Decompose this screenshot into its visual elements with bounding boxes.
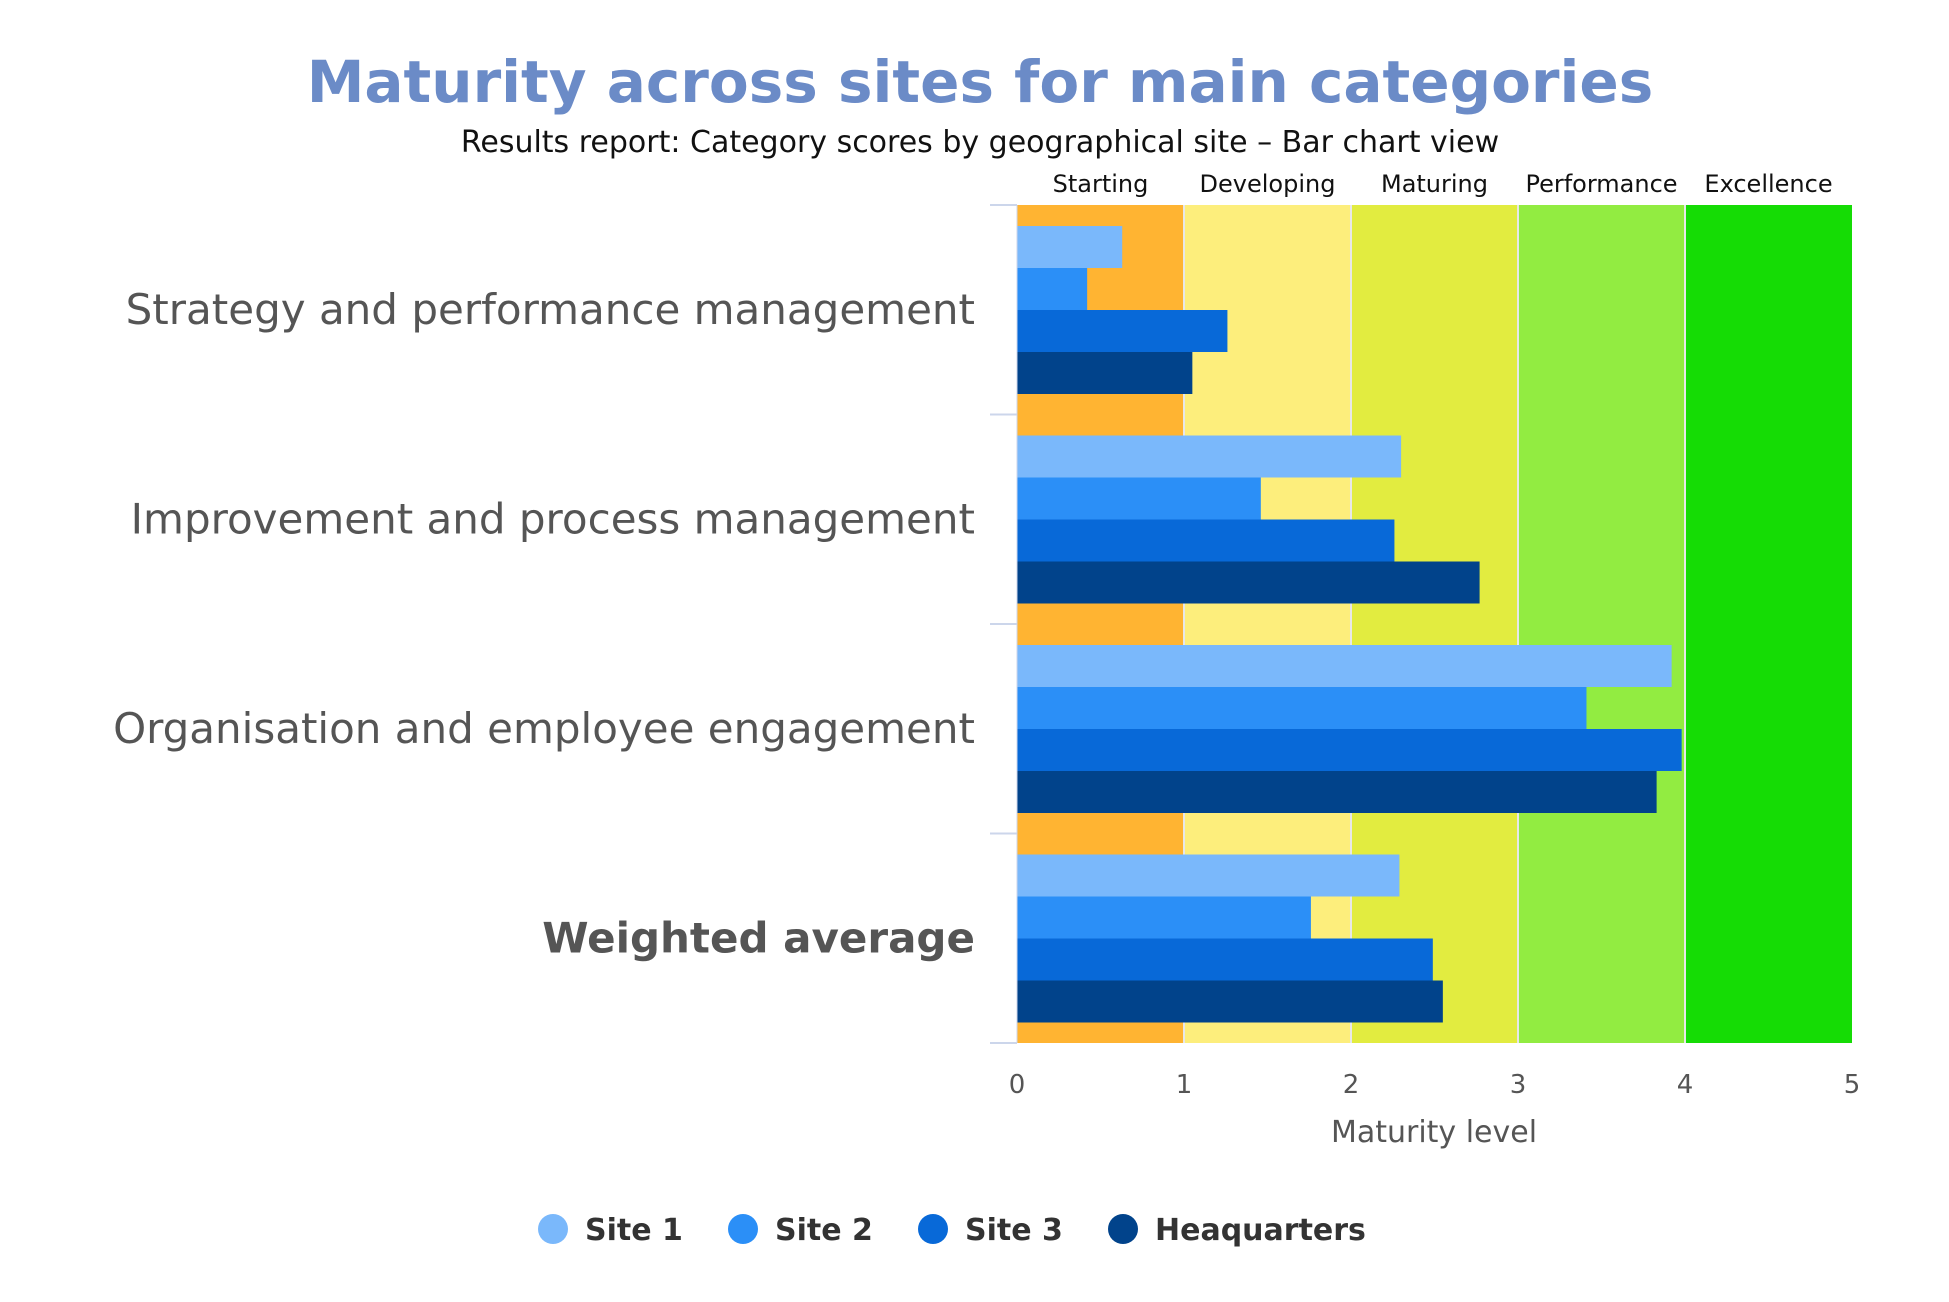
x-axis-title: Maturity level	[1331, 1115, 1537, 1150]
legend-marker	[728, 1214, 758, 1244]
category-label: Strategy and performance management	[126, 285, 975, 334]
band-label: Maturing	[1381, 170, 1488, 198]
bar-site-3-0[interactable]	[1017, 310, 1228, 352]
category-label: Improvement and process management	[131, 494, 975, 543]
bars-layer	[1017, 226, 1682, 1023]
bar-heaquarters-0[interactable]	[1017, 352, 1193, 394]
legend-label: Site 3	[965, 1213, 1063, 1248]
band-excellence	[1685, 205, 1852, 1043]
bar-site-3-1[interactable]	[1017, 519, 1395, 562]
legend-item-heaquarters[interactable]: Heaquarters	[1108, 1213, 1366, 1248]
band-label: Developing	[1200, 170, 1336, 198]
bar-site-2-2[interactable]	[1017, 687, 1587, 729]
legend-marker	[538, 1214, 568, 1244]
band-label: Performance	[1525, 170, 1677, 198]
bar-site-1-0[interactable]	[1017, 226, 1123, 268]
band-maturing	[1351, 205, 1518, 1043]
legend-item-site-1[interactable]: Site 1	[538, 1213, 683, 1248]
x-tick-label: 5	[1844, 1070, 1861, 1100]
x-tick-label: 0	[1009, 1070, 1026, 1100]
bar-site-2-3[interactable]	[1017, 896, 1311, 939]
bar-site-1-1[interactable]	[1017, 435, 1402, 478]
labels-layer: Strategy and performance management Impro…	[113, 285, 975, 963]
x-tick-label: 3	[1510, 1070, 1527, 1100]
bar-heaquarters-1[interactable]	[1017, 561, 1480, 604]
maturity-bands: Starting Developing Maturing Performance Exc…	[1017, 170, 1852, 1043]
bar-site-2-0[interactable]	[1017, 268, 1088, 310]
axes-layer: 0 1 2 3 4 5	[990, 204, 1861, 1100]
legend-marker	[918, 1214, 948, 1244]
category-label: Organisation and employee engagement	[113, 704, 975, 753]
legend-item-site-3[interactable]: Site 3	[918, 1213, 1063, 1248]
legend-item-site-2[interactable]: Site 2	[728, 1213, 873, 1248]
legend-label: Site 1	[585, 1213, 683, 1248]
band-performance	[1518, 205, 1685, 1043]
bar-site-1-2[interactable]	[1017, 645, 1672, 687]
x-tick-label: 4	[1677, 1070, 1694, 1100]
legend-marker	[1108, 1214, 1138, 1244]
bar-heaquarters-2[interactable]	[1017, 771, 1657, 813]
band-label: Starting	[1053, 170, 1149, 198]
legend-label: Site 2	[775, 1213, 873, 1248]
bar-site-1-3[interactable]	[1017, 854, 1400, 897]
category-label: Weighted average	[542, 913, 975, 962]
legend-label: Heaquarters	[1155, 1213, 1366, 1248]
bar-site-2-1[interactable]	[1017, 477, 1261, 520]
chart-title: Maturity across sites for main categorie…	[307, 48, 1654, 116]
chart-subtitle: Results report: Category scores by geogr…	[461, 125, 1499, 160]
bar-site-3-3[interactable]	[1017, 938, 1433, 981]
bar-heaquarters-3[interactable]	[1017, 980, 1443, 1023]
x-tick-label: 2	[1343, 1070, 1360, 1100]
band-label: Excellence	[1704, 170, 1832, 198]
legend[interactable]: Site 1 Site 2 Site 3 Heaquarters	[538, 1213, 1366, 1248]
x-tick-label: 1	[1176, 1070, 1193, 1100]
bar-site-3-2[interactable]	[1017, 729, 1682, 771]
